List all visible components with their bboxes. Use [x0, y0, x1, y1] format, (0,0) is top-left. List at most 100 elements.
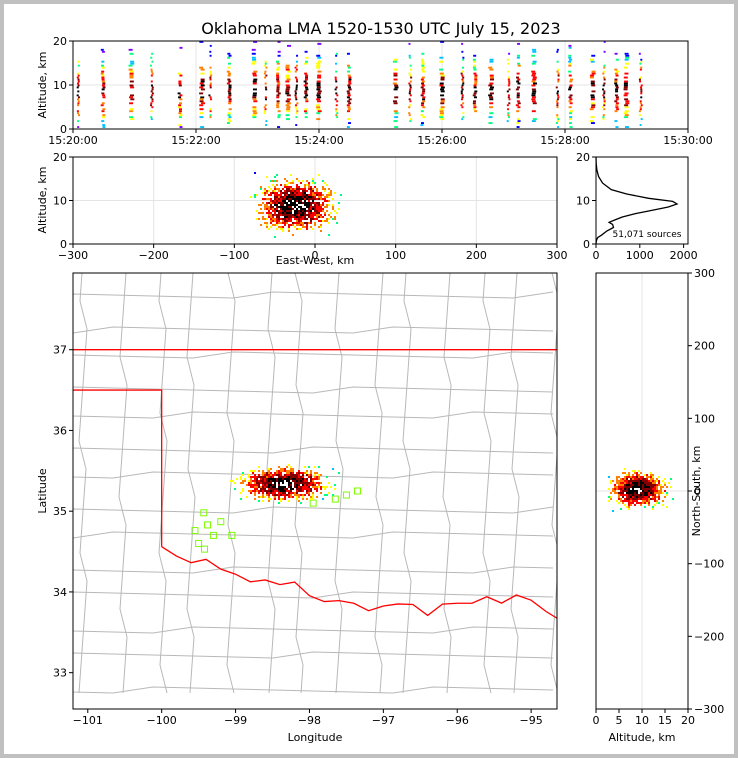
time-height-cell [199, 100, 204, 103]
time-height-cell [421, 62, 425, 65]
plan-view-cell [296, 482, 298, 484]
time-height-cell [251, 90, 256, 93]
time-height-cell [348, 102, 352, 105]
time-height-cell [178, 108, 182, 111]
time-height-cell [177, 72, 181, 75]
time-height-cell [531, 80, 536, 83]
ew-altitude-cell [288, 196, 290, 198]
time-height-cell [569, 116, 573, 119]
time-height-cell [347, 74, 351, 77]
ns-altitude-cell [654, 496, 656, 498]
ew-altitude-cell [284, 190, 286, 192]
time-height-cell [251, 52, 256, 55]
plan-view-cell [284, 498, 286, 500]
time-height-cell [440, 102, 445, 105]
time-height-cell [440, 98, 445, 101]
time-height-cell [285, 68, 290, 71]
ns-altitude-cell [638, 478, 640, 480]
time-height-cell [640, 90, 643, 93]
ns-altitude-cell [634, 490, 636, 492]
time-height-cell [532, 50, 537, 53]
time-height-cell [295, 88, 298, 91]
ns-altitude-cell [636, 490, 638, 492]
time-height-cell [603, 104, 606, 107]
ew-altitude-cell [264, 190, 266, 192]
plan-view-cell [278, 482, 280, 484]
plan-view-cell [280, 486, 282, 488]
time-height-cell [226, 122, 230, 125]
ew-altitude-cell [278, 188, 280, 190]
plan-view-cell [314, 482, 316, 484]
time-height-cell [640, 84, 643, 87]
time-height-cell [348, 122, 352, 125]
time-height-cell [516, 80, 520, 83]
ns-altitude-cell [636, 482, 638, 484]
time-height-cell [348, 82, 352, 85]
time-height-cell [507, 112, 510, 115]
hist-y-tick-label: 20 [576, 151, 590, 164]
time-height-cell [287, 70, 292, 73]
ew-altitude-cell [274, 214, 276, 216]
plan-view-cell [302, 486, 304, 488]
plan-view-cell [292, 492, 294, 494]
plan-lat-tick-label: 33 [53, 667, 67, 680]
time-height-cell [439, 110, 444, 113]
plan-view-cell [280, 494, 282, 496]
ew-altitude-cell [318, 174, 320, 176]
ns-altitude-cell [664, 484, 666, 486]
ew-altitude-cell [298, 188, 300, 190]
time-height-cell [568, 62, 572, 65]
ns-altitude-cell [628, 480, 630, 482]
ew-altitude-cell [298, 224, 300, 226]
time-height-cell [568, 90, 572, 93]
time-height-cell [568, 96, 572, 99]
time-height-cell [265, 74, 268, 77]
ew-altitude-cell [276, 228, 278, 230]
time-height-cell [347, 84, 351, 87]
county-line [510, 273, 520, 694]
ns-altitude-cell [646, 492, 648, 494]
time-height-cell [295, 84, 298, 87]
ew-altitude-cell [324, 198, 326, 200]
time-height-cell [130, 118, 135, 121]
plan-view-cell [280, 472, 282, 474]
plan-view-cell [308, 466, 310, 468]
time-height-cell [421, 102, 425, 105]
ns-altitude-cell [622, 478, 624, 480]
ew-altitude-cell [318, 212, 320, 214]
time-height-cell [531, 54, 536, 57]
ew-altitude-cell [286, 214, 288, 216]
time-height-cell [489, 96, 494, 99]
plan-view-cell [304, 482, 306, 484]
plan-view-cell [304, 478, 306, 480]
state-border-red-river [161, 546, 557, 619]
time-height-cell [336, 116, 339, 119]
ew-altitude-cell [306, 198, 308, 200]
ew-altitude-cell [286, 190, 288, 192]
plan-view-cell [250, 482, 252, 484]
ns-altitude-cell [670, 486, 672, 488]
time-height-cell [296, 80, 299, 83]
time-height-cell [101, 50, 105, 53]
ew-altitude-cell [298, 198, 300, 200]
time-height-cell [286, 86, 291, 89]
plan-view-cell [256, 484, 258, 486]
ns-altitude-cell [652, 486, 654, 488]
ew-altitude-cell [312, 196, 314, 198]
plan-view-cell [280, 468, 282, 470]
time-height-cell [439, 92, 444, 95]
plan-view-cell [284, 494, 286, 496]
plan-view-cell [290, 478, 292, 480]
plan-view-cell [278, 498, 280, 500]
time-height-cell [639, 76, 642, 79]
time-height-cell [507, 116, 510, 119]
plan-lon-tick-label: −95 [520, 714, 543, 727]
ew-altitude-cell [278, 222, 280, 224]
ns-altitude-cell [620, 488, 622, 490]
time-height-cell [532, 78, 537, 81]
time-height-cell [624, 104, 629, 107]
ns-altitude-cell [622, 488, 624, 490]
ew-altitude-cell [292, 196, 294, 198]
time-height-cell [489, 82, 494, 85]
time-height-cell [228, 100, 232, 103]
